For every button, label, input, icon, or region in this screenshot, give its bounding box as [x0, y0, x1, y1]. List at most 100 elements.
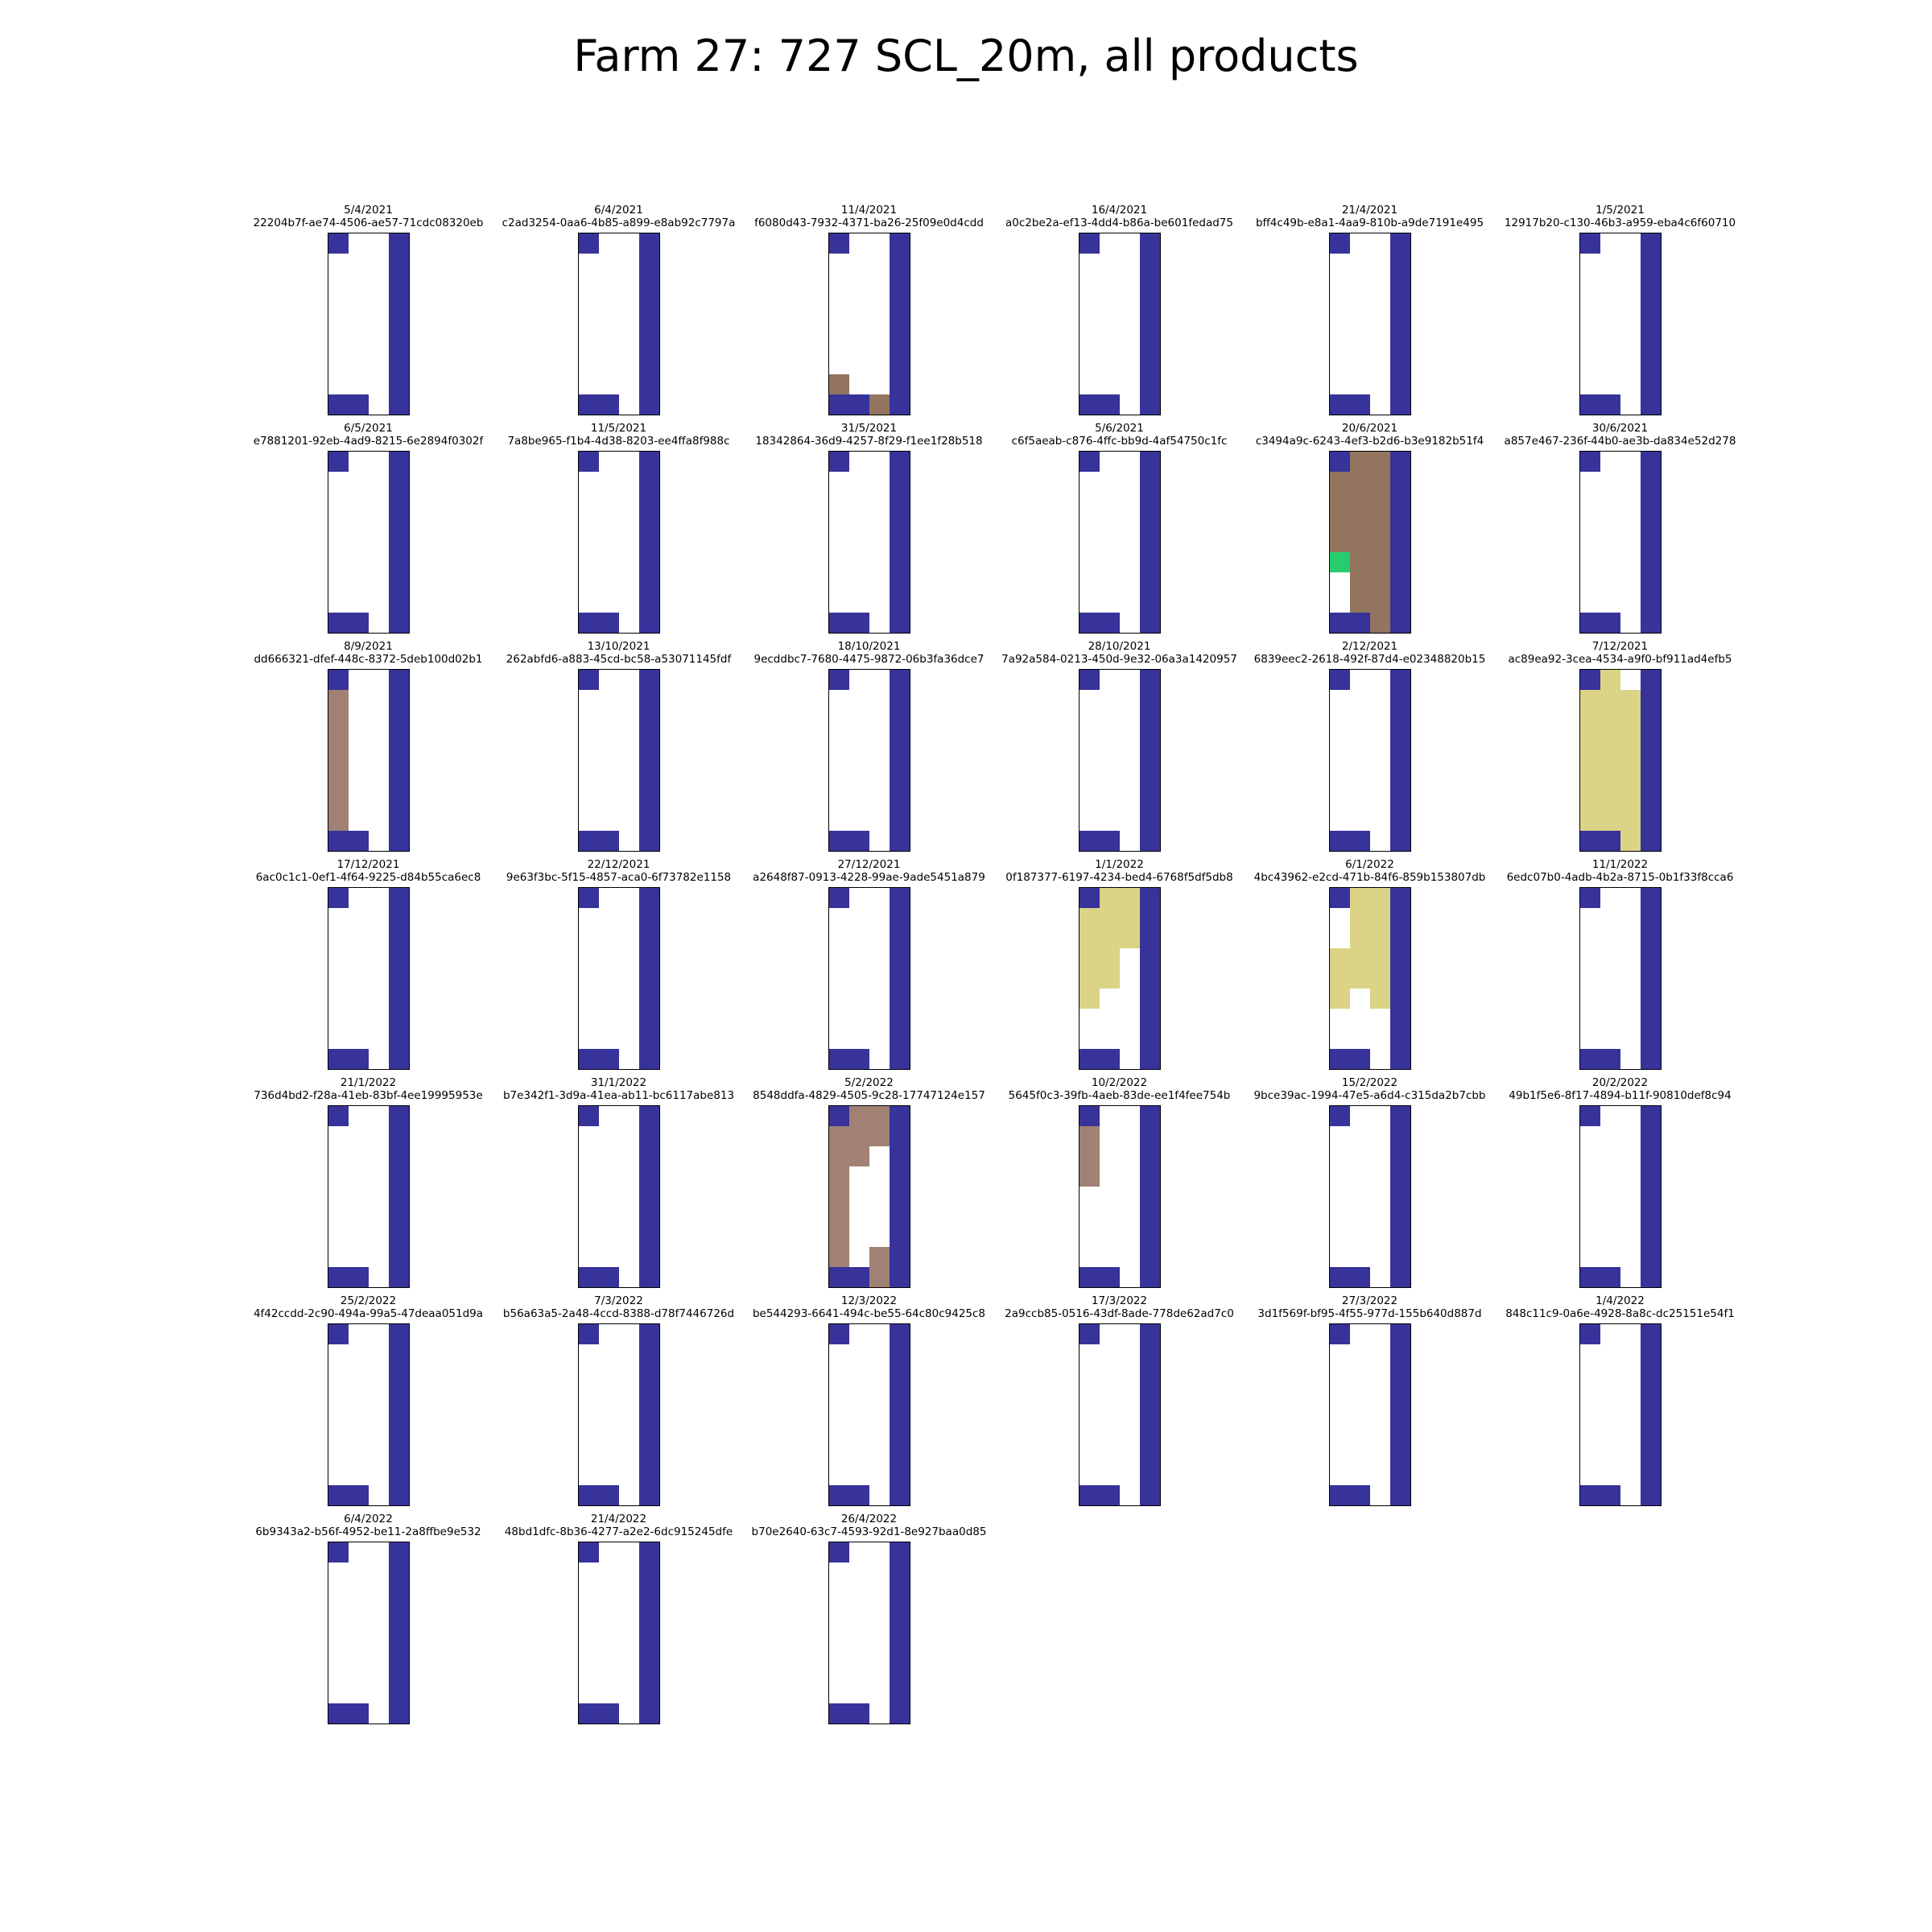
heatmap-cell: [1100, 690, 1121, 711]
heatmap-cell: [1140, 690, 1160, 711]
heatmap-cell: [328, 791, 349, 811]
heatmap-cell: [829, 928, 850, 949]
heatmap-cell: [1350, 472, 1371, 493]
heatmap-cell: [579, 1029, 600, 1050]
heatmap-cell: [619, 770, 640, 791]
heatmap-cell: [389, 1344, 409, 1365]
heatmap-cell: [1620, 572, 1641, 593]
heatmap-cell: [1600, 1485, 1621, 1505]
heatmap-cell: [1120, 233, 1141, 254]
heatmap-cell: [639, 888, 659, 909]
heatmap-cell: [369, 1485, 390, 1505]
heatmap-cell: [1620, 750, 1641, 771]
heatmap-cell: [1080, 908, 1100, 929]
heatmap-cell: [1350, 750, 1371, 771]
heatmap-cell: [869, 452, 890, 473]
heatmap-cell: [328, 572, 349, 593]
heatmap-cell: [349, 908, 369, 929]
heatmap-cell: [1120, 394, 1141, 415]
heatmap-cell: [1350, 928, 1371, 949]
heatmap-cell: [869, 254, 890, 275]
heatmap-cell: [890, 1009, 910, 1030]
panel-date: 7/3/2022: [594, 1294, 643, 1307]
heatmap-cell: [1600, 552, 1621, 573]
heatmap-cell: [1140, 472, 1160, 493]
scl-heatmap: [579, 233, 659, 415]
heatmap-cell: [1140, 1146, 1160, 1167]
heatmap-cell: [1580, 532, 1601, 553]
heatmap-cell: [639, 1405, 659, 1426]
scl-heatmap: [1080, 888, 1160, 1069]
heatmap-cell: [328, 354, 349, 375]
heatmap-cell: [349, 1445, 369, 1466]
heatmap-cell: [829, 1663, 850, 1684]
heatmap-cell: [1100, 294, 1121, 315]
heatmap-cell: [639, 908, 659, 929]
heatmap-cell: [1120, 1405, 1141, 1426]
heatmap-cell: [1580, 928, 1601, 949]
scl-grid: [1079, 233, 1161, 415]
heatmap-cell: [890, 811, 910, 832]
heatmap-cell: [1580, 613, 1601, 633]
heatmap-cell: [328, 1364, 349, 1385]
heatmap-cell: [1580, 1425, 1601, 1446]
heatmap-cell: [579, 710, 600, 731]
heatmap-cell: [1620, 1405, 1641, 1426]
heatmap-cell: [1580, 1485, 1601, 1505]
heatmap-cell: [619, 1166, 640, 1187]
heatmap-cell: [1600, 690, 1621, 711]
heatmap-cell: [1641, 374, 1661, 395]
heatmap-cell: [1330, 274, 1351, 295]
heatmap-cell: [599, 354, 620, 375]
heatmap-cell: [619, 1227, 640, 1248]
heatmap-cell: [1390, 1029, 1410, 1050]
heatmap-cell: [579, 314, 600, 335]
heatmap-cell: [1390, 1445, 1410, 1466]
heatmap-cell: [349, 354, 369, 375]
heatmap-cell: [619, 512, 640, 533]
scl-grid: [578, 1323, 660, 1506]
panel-product-id: 9ecddbc7-7680-4475-9872-06b3fa36dce7: [753, 653, 985, 666]
heatmap-cell: [349, 1643, 369, 1664]
scl-panel: 21/4/2021 bff4c49b-e8a1-4aa9-810b-a9de719…: [1245, 204, 1495, 503]
panel-product-id: dd666321-dfef-448c-8372-5deb100d02b1: [254, 653, 483, 666]
heatmap-cell: [599, 1385, 620, 1406]
heatmap-cell: [1140, 1187, 1160, 1208]
heatmap-cell: [328, 1643, 349, 1664]
heatmap-cell: [1140, 770, 1160, 791]
heatmap-cell: [1330, 472, 1351, 493]
heatmap-cell: [1140, 730, 1160, 751]
heatmap-cell: [328, 1166, 349, 1187]
heatmap-cell: [619, 1425, 640, 1446]
heatmap-cell: [349, 1583, 369, 1604]
scl-grid: [828, 887, 910, 1070]
scl-panel: 6/1/2022 4bc43962-e2cd-471b-84f6-859b1538…: [1245, 858, 1495, 1158]
heatmap-cell: [328, 1247, 349, 1268]
scl-panel: 15/2/2022 9bce39ac-1994-47e5-a6d4-c315da2…: [1245, 1076, 1495, 1376]
heatmap-cell: [1600, 254, 1621, 275]
heatmap-cell: [619, 968, 640, 989]
heatmap-cell: [1120, 294, 1141, 315]
heatmap-cell: [389, 1146, 409, 1167]
heatmap-cell: [599, 1029, 620, 1050]
heatmap-cell: [619, 948, 640, 969]
heatmap-cell: [1390, 908, 1410, 929]
heatmap-cell: [1080, 233, 1100, 254]
heatmap-cell: [1641, 294, 1661, 315]
heatmap-cell: [389, 1187, 409, 1208]
heatmap-cell: [869, 1324, 890, 1345]
heatmap-cell: [1390, 274, 1410, 295]
heatmap-cell: [579, 1563, 600, 1583]
heatmap-cell: [1100, 750, 1121, 771]
heatmap-cell: [328, 233, 349, 254]
heatmap-cell: [1140, 552, 1160, 573]
heatmap-cell: [619, 1583, 640, 1604]
heatmap-cell: [349, 1485, 369, 1505]
panel-date: 1/4/2022: [1596, 1294, 1645, 1307]
heatmap-cell: [389, 512, 409, 533]
heatmap-cell: [1330, 532, 1351, 553]
heatmap-cell: [829, 1445, 850, 1466]
heatmap-cell: [579, 1207, 600, 1228]
heatmap-cell: [349, 670, 369, 691]
heatmap-cell: [1600, 394, 1621, 415]
